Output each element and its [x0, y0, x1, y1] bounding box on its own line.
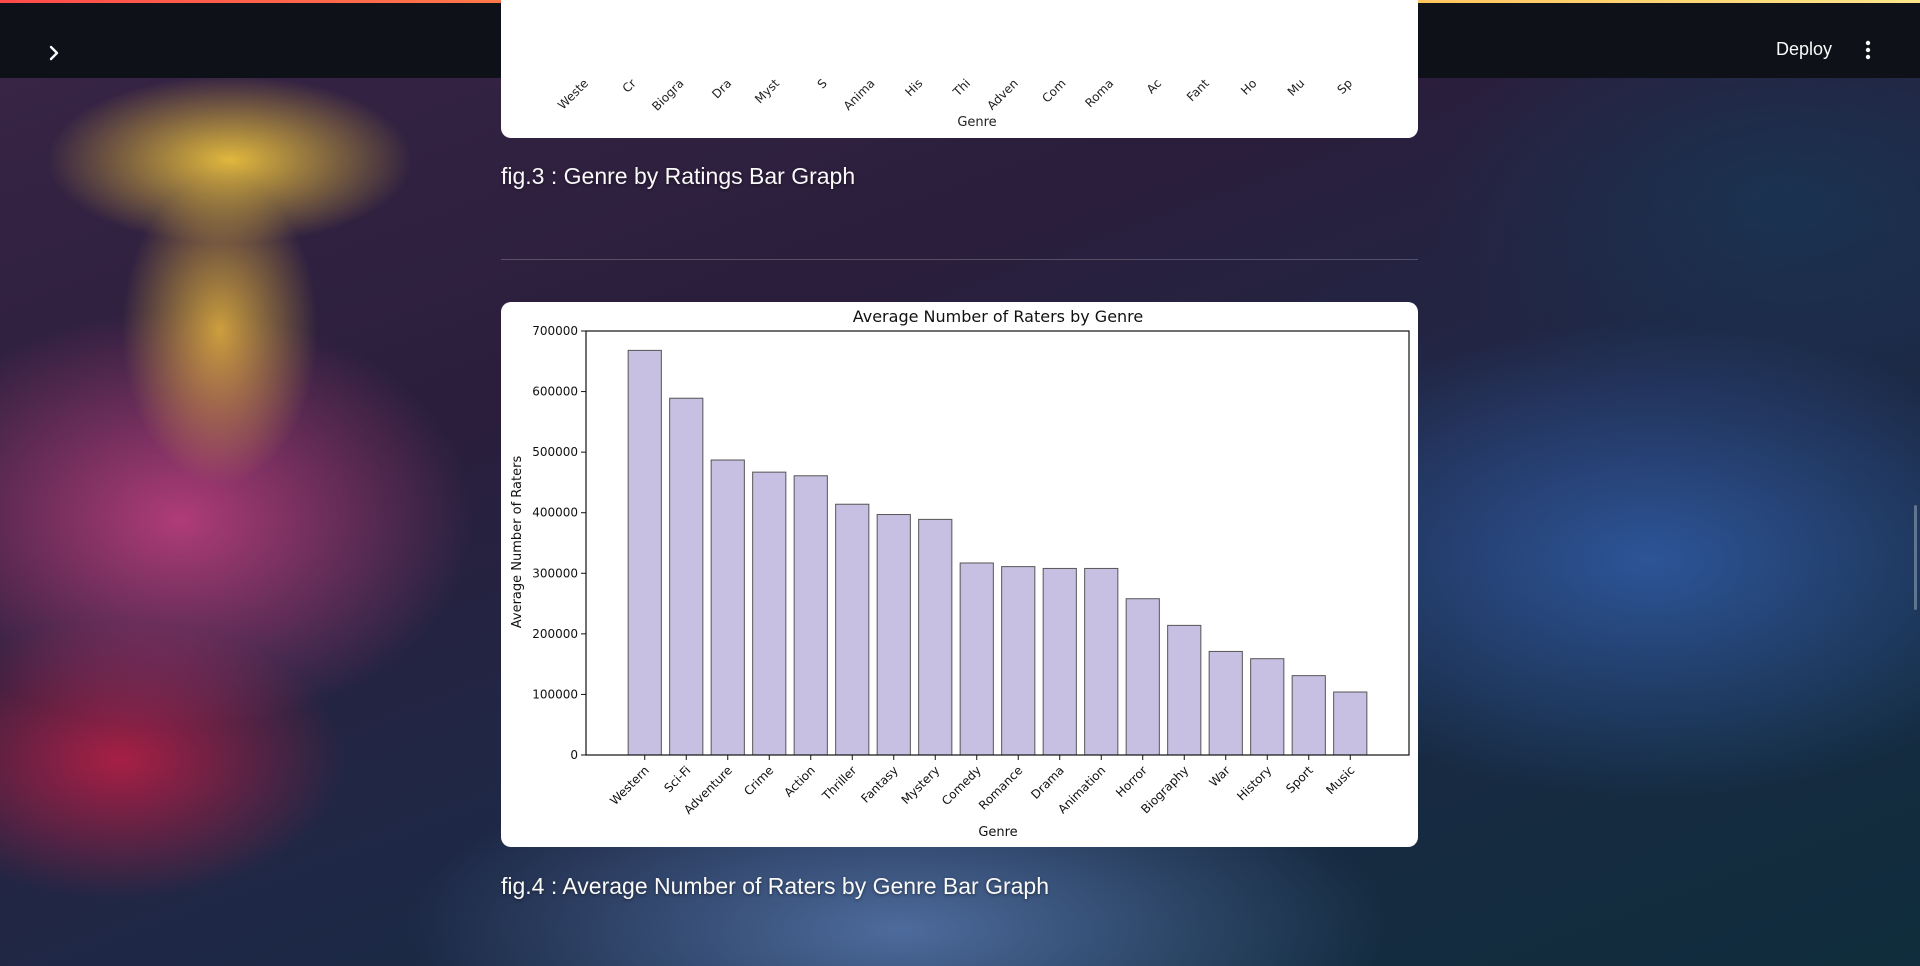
x-tick-label: Fantasy: [858, 763, 901, 806]
bar-action: [793, 475, 828, 756]
bar-drama: [1042, 567, 1077, 756]
bar-mystery: [918, 518, 953, 756]
fig4-chart-card: Average Number of Raters by Genre Averag…: [501, 302, 1418, 847]
x-tick-label: Western: [607, 763, 652, 808]
expand-sidebar-button[interactable]: [40, 39, 68, 67]
bar-sci-fi: [669, 397, 704, 756]
y-tick-label: 600000: [532, 385, 578, 399]
x-tick-label: Sci-Fi: [661, 763, 693, 795]
x-tick-label: Drama: [1028, 763, 1067, 802]
bar-romance: [1001, 566, 1036, 756]
x-tick-label: History: [1234, 763, 1274, 803]
y-axis-label: Average Number of Raters: [510, 456, 525, 629]
fig3-x-tick-label: Ac: [1144, 76, 1164, 96]
y-axis-ticks: 0 100000 200000 300000 400000 500000 600000 700…: [532, 324, 586, 762]
section-divider: [501, 259, 1418, 260]
bar-western: [627, 349, 662, 756]
chevron-right-icon: [49, 45, 59, 61]
bar-series: [627, 349, 1368, 756]
fig3-chart-svg: Weste Cr Biogra Dra Myst S Anima His Thi Adven Com…: [555, 76, 1355, 130]
bar-history: [1250, 658, 1285, 756]
x-tick-label: Thriller: [819, 763, 859, 803]
bar-horror: [1125, 598, 1160, 756]
x-tick-label: Horror: [1113, 763, 1150, 800]
fig3-x-tick-label: Weste: [555, 76, 591, 112]
y-tick-label: 100000: [532, 687, 578, 701]
fig3-x-tick-label: Sp: [1334, 76, 1355, 97]
bar-adventure: [710, 459, 745, 756]
y-tick-label: 400000: [532, 506, 578, 520]
y-tick-label: 700000: [532, 324, 578, 338]
x-tick-label: Sport: [1283, 763, 1316, 796]
fig3-x-tick-label: Com: [1039, 76, 1068, 105]
main-menu-button[interactable]: [1856, 36, 1880, 64]
x-tick-label: Mystery: [899, 763, 943, 807]
fig3-x-tick-label: His: [902, 76, 925, 99]
fig3-x-tick-label: Biogra: [649, 76, 686, 113]
fig3-x-tick-label: S: [815, 76, 830, 91]
fig3-x-tick-label: Roma: [1082, 76, 1116, 110]
fig3-x-tick-label: Mu: [1285, 76, 1308, 99]
fig3-x-tick-label: Adven: [984, 76, 1021, 113]
raters-bar-chart: Average Number of Raters by Genre Averag…: [510, 307, 1410, 840]
fig3-chart-card: Weste Cr Biogra Dra Myst S Anima His Thi Adven Com…: [501, 0, 1418, 138]
bar-biography: [1167, 624, 1202, 756]
y-tick-label: 500000: [532, 445, 578, 459]
bar-crime: [752, 471, 787, 756]
scrollbar-thumb[interactable]: [1914, 505, 1917, 610]
plot-frame: [585, 330, 1410, 756]
bar-thriller: [835, 503, 870, 756]
fig3-x-axis-label: Genre: [957, 115, 996, 130]
x-axis-label: Genre: [978, 825, 1017, 840]
vertical-ellipsis-icon: [1865, 40, 1871, 60]
fig4-caption: fig.4 : Average Number of Raters by Genr…: [501, 873, 1050, 899]
y-tick-label: 0: [570, 748, 578, 762]
bar-animation: [1084, 567, 1119, 756]
fig3-x-tick-label: Myst: [752, 76, 782, 106]
x-tick-label: Music: [1323, 763, 1357, 797]
x-tick-label: War: [1206, 763, 1232, 789]
fig3-x-tick-label: Ho: [1238, 76, 1259, 97]
x-tick-label: Crime: [741, 763, 776, 798]
bar-sport: [1291, 675, 1326, 756]
fig3-caption: fig.3 : Genre by Ratings Bar Graph: [501, 163, 856, 189]
fig3-tick-labels: Weste Cr Biogra Dra Myst S Anima His Thi Adven Com…: [555, 76, 1355, 114]
bar-comedy: [959, 562, 994, 756]
bar-war: [1208, 650, 1243, 756]
bar-music: [1333, 691, 1368, 756]
fig3-x-tick-label: Dra: [709, 76, 734, 101]
deploy-button[interactable]: Deploy: [1776, 39, 1833, 59]
bar-fantasy: [876, 514, 911, 756]
fig3-x-tick-label: Cr: [620, 76, 639, 95]
fig3-x-tick-label: Fant: [1184, 76, 1212, 104]
fig3-x-tick-label: Thi: [950, 76, 974, 100]
x-tick-label: Romance: [976, 763, 1025, 812]
chart-title: Average Number of Raters by Genre: [853, 307, 1144, 326]
y-tick-label: 200000: [532, 627, 578, 641]
fig3-x-tick-label: Anima: [841, 76, 878, 113]
y-tick-label: 300000: [532, 566, 578, 580]
x-tick-label: Action: [781, 763, 817, 799]
